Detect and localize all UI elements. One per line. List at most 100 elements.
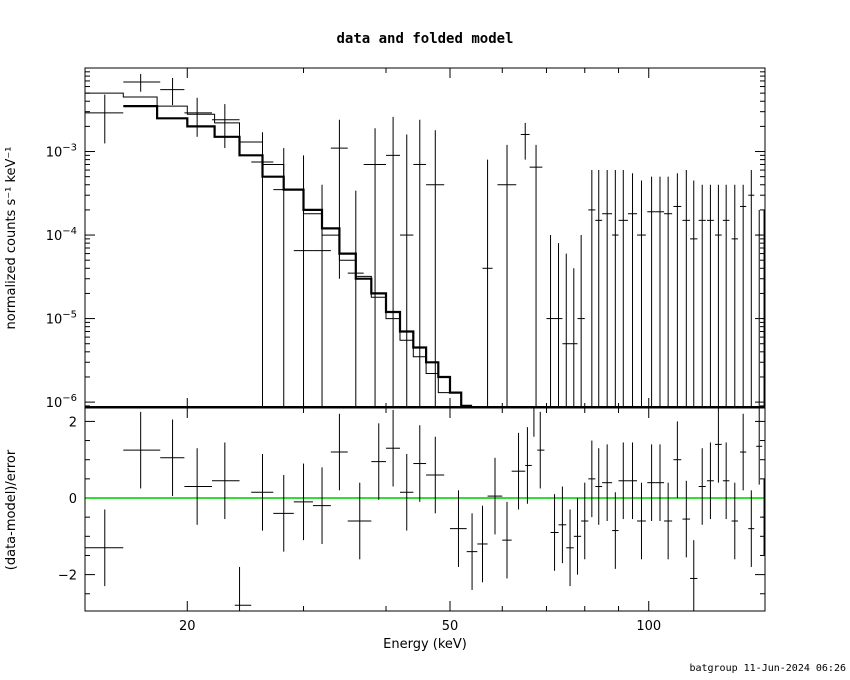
residual-points xyxy=(85,407,765,611)
y-tick-label: −2 xyxy=(58,569,77,584)
residual-point xyxy=(673,421,682,499)
residual-point xyxy=(426,436,445,514)
residual-point xyxy=(698,448,706,525)
data-point xyxy=(85,94,124,144)
data-point xyxy=(577,235,585,408)
residual-point xyxy=(330,413,348,491)
data-point xyxy=(386,116,401,408)
data-point xyxy=(123,73,161,92)
data-point xyxy=(554,243,563,408)
data-point xyxy=(627,173,638,408)
residual-point xyxy=(618,442,628,520)
residual-point xyxy=(756,408,763,485)
x-tick-label: 50 xyxy=(442,619,459,634)
residual-point xyxy=(588,440,596,518)
residual-point xyxy=(664,482,673,560)
data-point xyxy=(482,159,493,408)
data-point xyxy=(562,253,571,408)
data-point xyxy=(347,190,364,408)
data-point xyxy=(756,209,763,408)
x-tick-label: 100 xyxy=(636,619,661,634)
residual-point xyxy=(400,453,414,531)
bottom-panel-y-tick-labels: 2 0 −2 xyxy=(58,415,77,583)
data-point xyxy=(570,268,578,408)
residual-point xyxy=(531,407,538,437)
data-point xyxy=(740,184,747,408)
residual-point xyxy=(740,413,747,491)
data-point xyxy=(748,170,755,408)
x-tick-label: 20 xyxy=(179,619,196,634)
residual-point xyxy=(637,482,646,560)
residual-point xyxy=(706,442,714,520)
residual-point xyxy=(573,498,582,575)
model-thick-step xyxy=(85,105,765,408)
residual-point xyxy=(525,427,532,504)
data-point xyxy=(655,176,665,408)
data-point xyxy=(400,134,414,408)
residual-point xyxy=(477,505,488,583)
data-point xyxy=(618,170,628,408)
data-point xyxy=(647,176,656,408)
residual-point xyxy=(537,411,545,489)
data-point xyxy=(426,130,445,408)
residual-point xyxy=(731,482,738,560)
residual-point xyxy=(487,457,503,535)
data-point xyxy=(731,184,738,408)
residual-point xyxy=(123,411,161,489)
data-point xyxy=(529,144,543,408)
residual-point xyxy=(612,492,619,569)
y-tick-label: 2 xyxy=(69,415,77,430)
residual-point xyxy=(682,480,691,558)
data-point xyxy=(588,170,596,408)
data-point xyxy=(595,170,603,408)
data-point xyxy=(363,128,387,408)
residual-point xyxy=(234,566,252,611)
y-tick-label: 10−4 xyxy=(46,226,77,244)
data-point xyxy=(546,235,555,408)
data-point xyxy=(293,155,313,408)
x-axis-label: Energy (keV) xyxy=(383,637,467,652)
data-point xyxy=(497,144,517,408)
data-point xyxy=(273,148,294,408)
data-point xyxy=(706,184,714,408)
bottom-panel-y-axis-label: (data-model)/error xyxy=(4,449,19,570)
data-point xyxy=(690,180,698,408)
model-thin-step xyxy=(85,92,450,394)
data-point xyxy=(715,184,722,408)
footer-stamp: batgroup 11-Jun-2024 06:26 xyxy=(689,663,846,674)
residual-point xyxy=(748,490,755,567)
model-thick-line xyxy=(123,105,473,407)
residual-point xyxy=(251,453,274,531)
data-point xyxy=(722,184,730,408)
top-panel-y-tick-labels: 10−3 10−4 10−5 10−6 xyxy=(46,143,77,412)
residual-point xyxy=(466,513,478,590)
residual-point xyxy=(595,448,603,525)
model-thin-line xyxy=(85,92,450,394)
chart-title: data and folded model xyxy=(336,31,513,47)
data-points xyxy=(85,73,765,408)
residual-point xyxy=(449,490,467,567)
top-panel-y-axis-label: normalized counts s⁻¹ keV⁻¹ xyxy=(4,147,19,330)
y-tick-label: 10−5 xyxy=(46,310,77,328)
data-point xyxy=(637,180,646,408)
residual-point xyxy=(386,409,401,487)
residual-point xyxy=(690,540,698,611)
data-point xyxy=(211,104,240,149)
residual-point xyxy=(347,482,372,560)
residual-point xyxy=(293,463,313,541)
residual-point xyxy=(558,486,567,564)
y-tick-label: 10−3 xyxy=(46,143,77,161)
x-tick-labels: 20 50 100 xyxy=(179,619,661,634)
residual-point xyxy=(160,419,185,497)
residual-point xyxy=(511,432,526,510)
residual-point xyxy=(602,444,613,521)
data-point xyxy=(682,170,691,408)
residual-point xyxy=(502,501,512,579)
residual-point xyxy=(627,442,638,520)
residual-point xyxy=(211,442,240,520)
residual-point xyxy=(722,442,730,520)
y-tick-label: 10−6 xyxy=(46,393,77,411)
data-point xyxy=(330,119,348,279)
residual-point xyxy=(312,467,331,544)
